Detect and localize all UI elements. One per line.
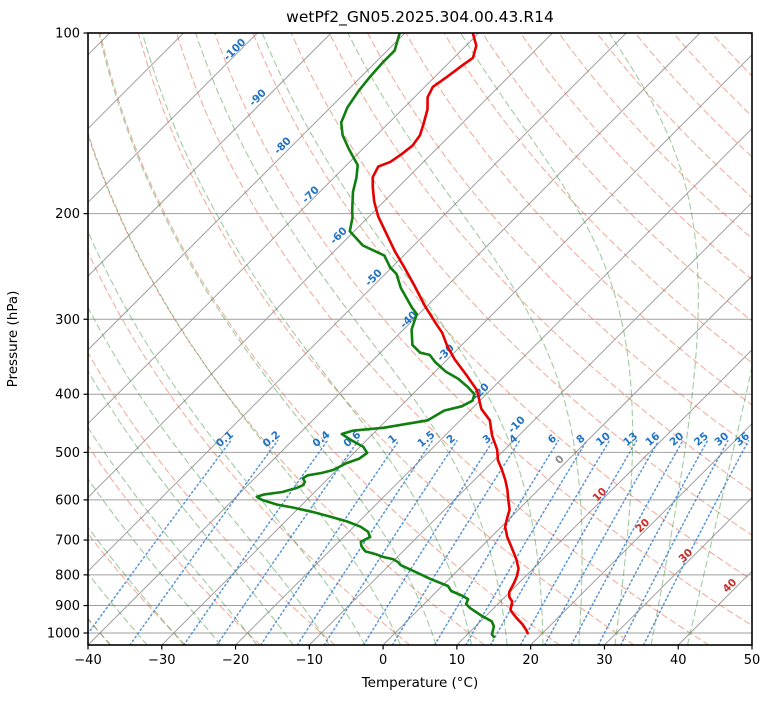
axis-ticks [83, 32, 753, 650]
dry-adiabat-lines [88, 33, 752, 645]
isotherm-label: -10 [506, 414, 528, 436]
axes-frame [87, 32, 753, 646]
x-tick-label: 30 [596, 653, 613, 668]
isotherm-label: -60 [328, 225, 350, 247]
mixing-ratio-label: 8 [574, 432, 587, 446]
y-tick-label: 200 [55, 207, 80, 222]
x-tick-label: 10 [449, 653, 466, 668]
temperature-curve [371, 33, 530, 635]
y-tick-label: 800 [55, 568, 80, 583]
y-tick-label: 500 [55, 446, 80, 461]
y-tick-label: 400 [55, 388, 80, 403]
moist-adiabat-lines [88, 33, 752, 645]
x-tick-label: −40 [74, 653, 101, 668]
mixing-ratio-label: 20 [667, 430, 686, 449]
mixing-ratio-label: 13 [621, 430, 640, 449]
x-tick-label: 40 [670, 653, 687, 668]
x-tick-label: 20 [522, 653, 539, 668]
isotherm-label: 30 [676, 546, 695, 565]
plot-title: wetPf2_GN05.2025.304.00.43.R14 [286, 8, 554, 27]
mixing-ratio-label: 30 [712, 430, 731, 449]
y-tick-label: 300 [55, 313, 80, 328]
pressure-gridlines [88, 33, 752, 634]
isotherm-label: -50 [363, 267, 385, 289]
isotherm-label: -70 [300, 184, 322, 206]
y-tick-label: 1000 [47, 627, 80, 642]
isotherm-label: -100 [221, 36, 248, 63]
x-axis-label: Temperature (°C) [361, 675, 479, 691]
x-tick-label: −20 [222, 653, 249, 668]
axis-tick-labels: −40 −30 −20 −10 0 10 20 30 40 5010020030040050060… [47, 27, 760, 669]
x-tick-label: 0 [379, 653, 387, 668]
isotherm-label: 0 [553, 453, 567, 467]
mixing-ratio-label: 0.1 [214, 429, 236, 450]
isotherm-lines [88, 33, 752, 645]
mixing-ratio-label: 16 [643, 430, 662, 449]
mixing-ratio-lines [88, 439, 750, 645]
mixing-ratio-label: 25 [692, 430, 711, 449]
mixing-ratio-label: 1 [386, 432, 399, 446]
x-tick-label: −30 [148, 653, 175, 668]
y-tick-label: 700 [55, 534, 80, 549]
dewpoint-curve [255, 33, 496, 639]
x-tick-label: −10 [296, 653, 323, 668]
isotherm-label: 40 [720, 576, 739, 595]
mixing-ratio-label: 0.2 [261, 429, 283, 450]
y-tick-label: 600 [55, 493, 80, 508]
isotherm-label: -80 [272, 135, 294, 157]
mixing-ratio-label: 6 [546, 432, 559, 446]
mixing-ratio-label: 36 [733, 430, 752, 449]
y-tick-label: 100 [55, 27, 80, 42]
y-tick-label: 900 [55, 599, 80, 614]
mixing-ratio-label: 10 [594, 430, 613, 449]
isotherm-label: 10 [590, 485, 609, 504]
isotherm-label: 20 [633, 516, 652, 535]
isotherm-label: -90 [247, 87, 269, 109]
x-tick-label: 50 [744, 653, 761, 668]
y-axis-label: Pressure (hPa) [5, 291, 21, 388]
